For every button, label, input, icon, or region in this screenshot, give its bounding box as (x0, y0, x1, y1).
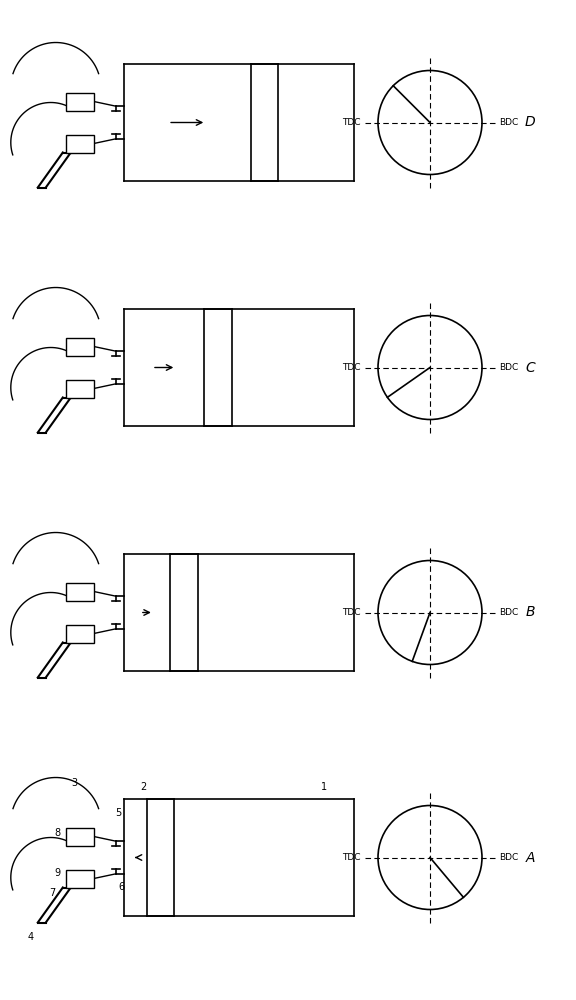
Text: 7: 7 (50, 888, 56, 898)
Text: 3: 3 (72, 778, 78, 788)
Text: 1: 1 (321, 782, 327, 792)
Text: C: C (525, 360, 535, 374)
Bar (66, 338, 94, 356)
Bar (66, 379, 94, 397)
Text: TDC: TDC (343, 363, 361, 372)
Text: BDC: BDC (499, 118, 518, 127)
Text: BDC: BDC (499, 853, 518, 862)
Text: D: D (525, 115, 535, 129)
Bar (66, 624, 94, 643)
Bar (66, 828, 94, 846)
Bar (66, 134, 94, 152)
Bar (66, 93, 94, 110)
Text: TDC: TDC (343, 853, 361, 862)
Text: 2: 2 (141, 782, 147, 792)
Text: BDC: BDC (499, 608, 518, 617)
Bar (66, 582, 94, 600)
Text: 4: 4 (28, 932, 34, 942)
Text: 5: 5 (116, 808, 122, 818)
Text: 6: 6 (119, 882, 125, 892)
Text: 9: 9 (55, 867, 61, 878)
Bar (66, 869, 94, 888)
Text: B: B (525, 605, 535, 619)
Text: BDC: BDC (499, 363, 518, 372)
Text: TDC: TDC (343, 608, 361, 617)
Text: 8: 8 (55, 828, 61, 838)
Text: TDC: TDC (343, 118, 361, 127)
Text: A: A (525, 850, 535, 864)
